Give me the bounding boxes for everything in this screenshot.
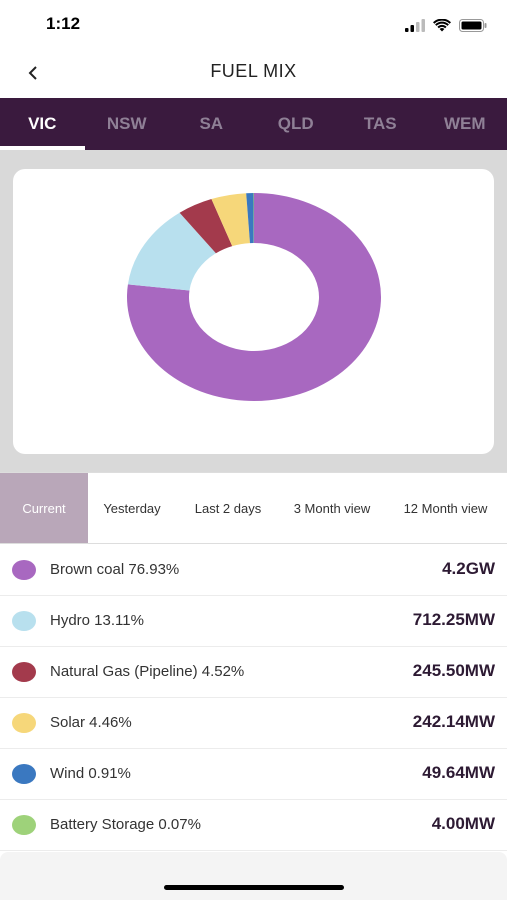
fuel-value: 4.2GW: [442, 559, 495, 578]
bottom-panel: [0, 852, 507, 900]
fuel-list: Brown coal 76.93% 4.2GW Hydro 13.11% 712…: [0, 545, 507, 851]
tab-qld[interactable]: QLD: [254, 98, 339, 150]
fuel-label: Battery Storage 0.07%: [50, 816, 201, 833]
chart-area: [0, 150, 507, 472]
home-indicator[interactable]: [164, 885, 344, 890]
tab-tas[interactable]: TAS: [338, 98, 423, 150]
legend-dot: [12, 764, 36, 784]
fuel-value: 245.50MW: [412, 661, 495, 680]
region-tabs: VIC NSW SA QLD TAS WEM: [0, 98, 507, 150]
fuel-row-brown-coal[interactable]: Brown coal 76.93% 4.2GW: [0, 545, 507, 596]
tab-vic[interactable]: VIC: [0, 98, 85, 150]
donut-slice-brown-coal[interactable]: [126, 193, 381, 401]
period-label: 12 Month view: [403, 500, 488, 516]
period-tab-12-month[interactable]: 12 Month view: [384, 473, 507, 543]
fuel-label: Hydro 13.11%: [50, 612, 144, 629]
donut-slice-natural-gas-pipeline[interactable]: [179, 199, 233, 254]
tab-nsw[interactable]: NSW: [85, 98, 170, 150]
donut-slice-hydro[interactable]: [127, 212, 216, 291]
battery-icon: [459, 18, 487, 32]
fuel-row-battery-storage[interactable]: Battery Storage 0.07% 4.00MW: [0, 800, 507, 851]
tab-label: WEM: [443, 114, 486, 133]
period-label: 3 Month view: [293, 500, 371, 516]
period-label: Last 2 days: [194, 500, 262, 516]
period-tab-yesterday[interactable]: Yesterday: [88, 473, 176, 543]
nav-bar: FUEL MIX: [0, 50, 507, 98]
fuel-value: 4.00MW: [431, 814, 495, 833]
tab-label: SA: [199, 114, 224, 133]
period-label: Yesterday: [103, 500, 161, 516]
status-time: 1:12: [46, 14, 81, 33]
period-tab-3-month[interactable]: 3 Month view: [280, 473, 384, 543]
legend-dot: [12, 713, 36, 733]
fuel-mix-donut-chart: [126, 193, 381, 401]
period-tab-current[interactable]: Current: [0, 473, 88, 543]
period-tabs: Current Yesterday Last 2 days 3 Month vi…: [0, 472, 507, 544]
chevron-left-icon: [28, 66, 37, 80]
fuel-value: 712.25MW: [412, 610, 495, 629]
fuel-value: 49.64MW: [422, 763, 495, 782]
tab-wem[interactable]: WEM: [423, 98, 507, 150]
tab-sa[interactable]: SA: [169, 98, 254, 150]
donut-slice-wind[interactable]: [246, 193, 254, 244]
status-bar: 1:12: [0, 0, 507, 50]
fuel-row-wind[interactable]: Wind 0.91% 49.64MW: [0, 749, 507, 800]
donut-slice-solar[interactable]: [211, 193, 251, 247]
tab-label: VIC: [28, 114, 57, 133]
legend-dot: [12, 611, 36, 631]
fuel-row-natural-gas[interactable]: Natural Gas (Pipeline) 4.52% 245.50MW: [0, 647, 507, 698]
back-button[interactable]: [18, 58, 48, 88]
legend-dot: [12, 815, 36, 835]
tab-label: QLD: [277, 114, 314, 133]
fuel-value: 242.14MW: [412, 712, 495, 731]
fuel-row-hydro[interactable]: Hydro 13.11% 712.25MW: [0, 596, 507, 647]
fuel-label: Solar 4.46%: [50, 714, 132, 731]
wifi-icon: [433, 18, 451, 31]
fuel-label: Wind 0.91%: [50, 765, 131, 782]
period-tab-last-2-days[interactable]: Last 2 days: [176, 473, 280, 543]
fuel-row-solar[interactable]: Solar 4.46% 242.14MW: [0, 698, 507, 749]
chart-card: [13, 169, 494, 454]
tab-label: TAS: [363, 114, 397, 133]
tab-label: NSW: [106, 114, 147, 133]
signal-icon: [405, 18, 425, 32]
donut-slice-battery-storage[interactable]: [253, 193, 254, 244]
legend-dot: [12, 662, 36, 682]
period-label: Current: [22, 500, 66, 516]
legend-dot: [12, 560, 36, 580]
fuel-label: Natural Gas (Pipeline) 4.52%: [50, 663, 245, 680]
page-title: FUEL MIX: [210, 61, 297, 81]
status-icons: [405, 16, 487, 34]
fuel-label: Brown coal 76.93%: [50, 561, 180, 578]
